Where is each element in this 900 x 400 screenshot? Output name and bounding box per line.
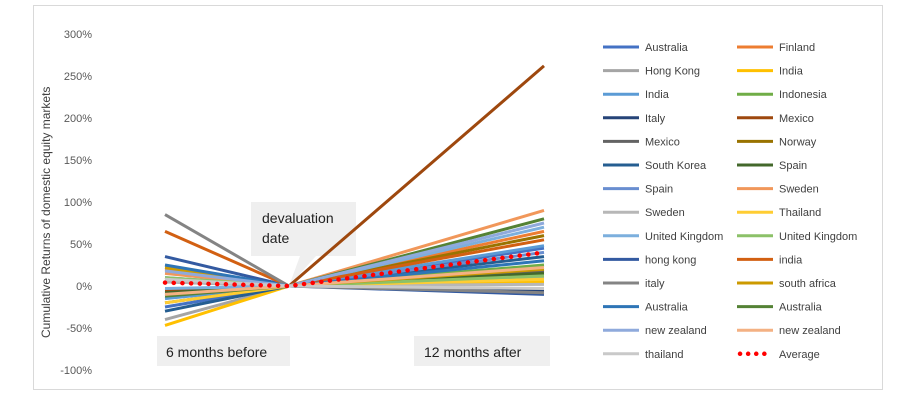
legend-label: Indonesia [779,89,828,101]
legend-label: italy [645,278,665,290]
legend-item-average: Average [737,349,820,361]
legend-item-australia: Australia [603,42,689,54]
y-tick-label: 0% [76,281,92,293]
legend-item-australia: Australia [737,302,823,314]
callout-devaluation-date: devaluation date [251,202,356,286]
legend-label: Hong Kong [645,66,700,78]
legend-item-india: india [737,254,803,266]
legend-label: United Kingdom [645,231,723,243]
legend-item-sweden: Sweden [603,207,685,219]
legend-label: Australia [645,42,689,54]
legend-label: Spain [645,184,673,196]
legend-label: Italy [645,113,666,125]
legend-label: United Kingdom [779,231,857,243]
legend-item-south-korea: South Korea [603,160,707,172]
callout-6-months-before: 6 months before [157,336,290,366]
legend-item-mexico: Mexico [603,136,680,148]
y-tick-label: 50% [70,239,92,251]
legend-item-thailand: Thailand [737,207,821,219]
legend-label: hong kong [645,254,696,266]
legend-item-hong-kong: Hong Kong [603,66,700,78]
y-tick-label: 300% [64,29,92,41]
legend-label: Finland [779,42,815,54]
callout-center-line: date [262,230,289,246]
legend-item-united-kingdom: United Kingdom [737,231,857,243]
legend-label: Sweden [779,184,819,196]
y-tick-label: 100% [64,197,92,209]
legend-item-new-zealand: new zealand [603,325,707,337]
legend-label: Thailand [779,207,821,219]
legend-label: india [779,254,803,266]
legend-label: India [645,89,670,101]
legend-label: Mexico [645,136,680,148]
legend-item-sweden: Sweden [737,184,819,196]
legend-label: Australia [779,302,823,314]
y-tick-label: 250% [64,71,92,83]
legend-item-finland: Finland [737,42,815,54]
legend-label: Average [779,349,820,361]
legend-label: new zealand [645,325,707,337]
legend-item-norway: Norway [737,136,817,148]
legend-label: Spain [779,160,807,172]
callout-center-line: devaluation [262,210,334,226]
legend-item-south-africa: south africa [737,278,837,290]
y-tick-label: -50% [66,323,92,335]
legend-item-italy: italy [603,278,665,290]
legend-label: India [779,66,804,78]
callout-left-text: 6 months before [166,344,267,360]
legend-item-italy: Italy [603,113,666,125]
legend-label: Australia [645,302,689,314]
y-axis-label: Cumulative Returns of domestic equity ma… [39,87,53,338]
series-line-average [162,250,547,289]
legend-item-spain: Spain [737,160,807,172]
legend-item-thailand: thailand [603,349,684,361]
legend-item-indonesia: Indonesia [737,89,828,101]
y-tick-label: 200% [64,113,92,125]
legend-item-hong-kong: hong kong [603,254,696,266]
legend-item-new-zealand: new zealand [737,325,841,337]
legend-item-india: India [737,66,804,78]
legend-item-india: India [603,89,670,101]
y-tick-label: 150% [64,155,92,167]
legend-label: south africa [779,278,837,290]
callout-center-text: devaluation date [262,210,334,246]
callout-12-months-after: 12 months after [414,336,550,366]
legend-item-spain: Spain [603,184,673,196]
legend-label: Sweden [645,207,685,219]
callout-right-text: 12 months after [424,344,522,360]
legend-label: Mexico [779,113,814,125]
legend-label: South Korea [645,160,707,172]
legend-item-united-kingdom: United Kingdom [603,231,723,243]
legend-item-australia: Australia [603,302,689,314]
legend-item-mexico: Mexico [737,113,814,125]
legend-label: new zealand [779,325,841,337]
legend-label: Norway [779,136,817,148]
legend-label: thailand [645,349,684,361]
y-tick-label: -100% [60,365,92,377]
